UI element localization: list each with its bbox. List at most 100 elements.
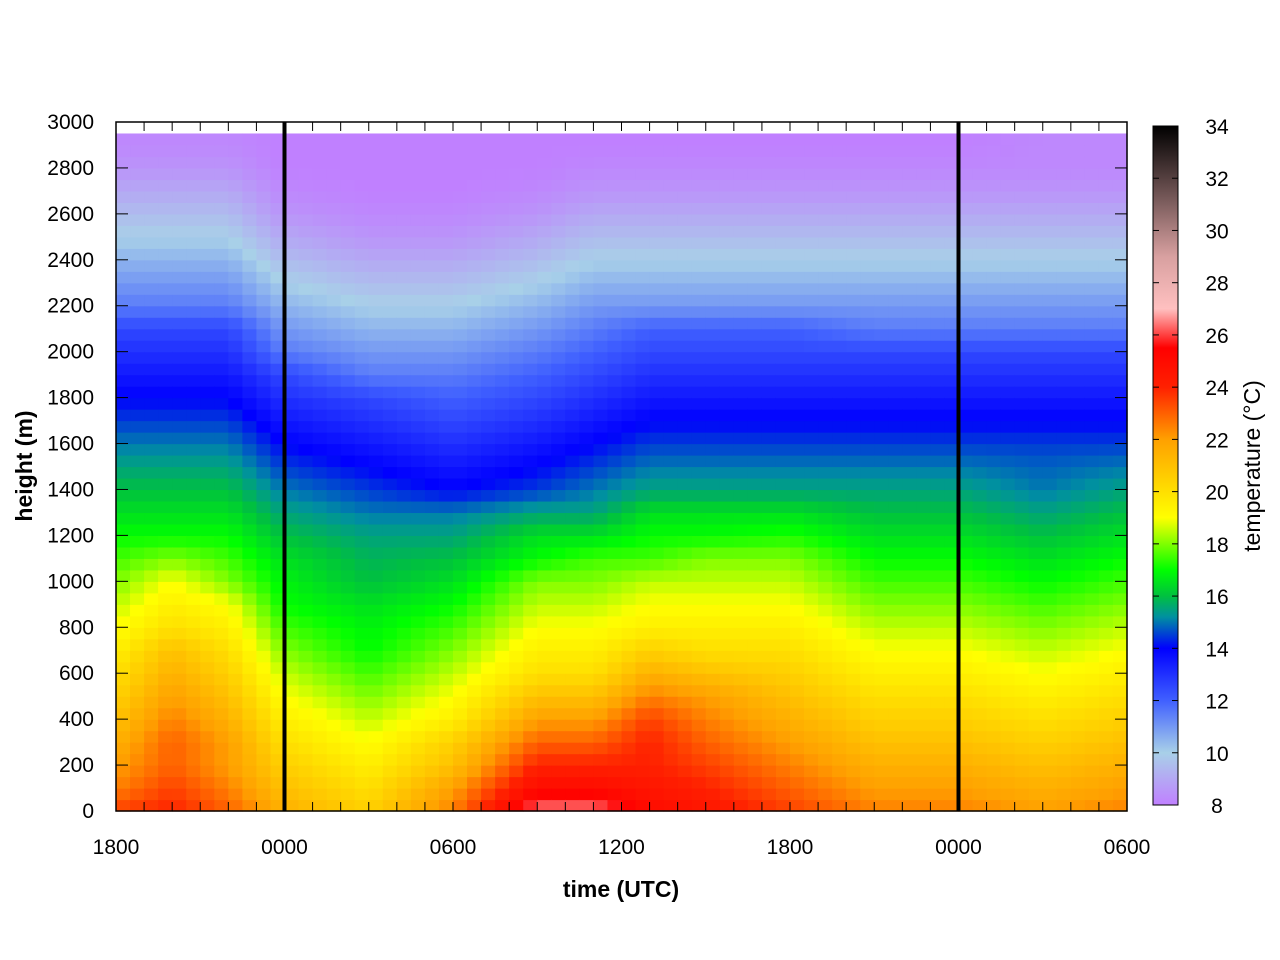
heatmap-cell [635, 167, 651, 181]
heatmap-cell [158, 742, 173, 755]
heatmap-cell [467, 765, 482, 778]
heatmap-cell [396, 788, 412, 801]
heatmap-cell [902, 500, 917, 514]
heatmap-cell [944, 133, 960, 146]
heatmap-cell [761, 558, 777, 571]
heatmap-cell [438, 420, 454, 433]
heatmap-cell [438, 305, 454, 318]
heatmap-cell [818, 477, 833, 491]
heatmap-cell [1084, 661, 1100, 674]
heatmap-cell [1000, 742, 1016, 755]
heatmap-cell [846, 535, 861, 548]
heatmap-cell [635, 765, 651, 778]
heatmap-cell [930, 317, 946, 330]
heatmap-cell [382, 776, 398, 789]
heatmap-cell [130, 615, 145, 628]
heatmap-cell [705, 500, 721, 514]
heatmap-cell [902, 144, 917, 158]
heatmap-cell [298, 753, 314, 766]
heatmap-cell [1028, 363, 1044, 376]
heatmap-cell [298, 443, 314, 456]
heatmap-cell [410, 236, 426, 249]
heatmap-cell [396, 179, 412, 192]
heatmap-cell [1084, 156, 1100, 169]
x-tick-label: 0000 [261, 836, 308, 859]
heatmap-cell [509, 259, 524, 272]
heatmap-cell [790, 581, 805, 594]
colorbar-tick-label: 30 [1205, 220, 1228, 243]
heatmap-cell [944, 156, 960, 169]
heatmap-cell [1112, 638, 1128, 651]
heatmap-cell [312, 661, 328, 674]
heatmap-cell [986, 305, 1002, 318]
heatmap-cell [902, 202, 917, 215]
heatmap-cell [1056, 340, 1072, 353]
heatmap-cell [986, 351, 1002, 364]
heatmap-cell [1028, 673, 1044, 686]
heatmap-cell [340, 248, 356, 261]
heatmap-cell [902, 328, 917, 341]
heatmap-cell [832, 248, 847, 261]
heatmap-cell [256, 466, 272, 479]
heatmap-cell [354, 581, 370, 594]
heatmap-cell [860, 305, 875, 318]
heatmap-cell [158, 673, 173, 686]
heatmap-cell [438, 707, 454, 720]
heatmap-cell [256, 213, 272, 226]
heatmap-cell [382, 788, 398, 801]
heatmap-cell [621, 765, 637, 778]
heatmap-cell [396, 673, 412, 686]
heatmap-cell [340, 144, 356, 158]
heatmap-cell [705, 374, 721, 387]
heatmap-cell [761, 144, 777, 158]
heatmap-cell [551, 363, 566, 376]
heatmap-cell [523, 546, 538, 559]
heatmap-cell [228, 420, 243, 433]
heatmap-cell [509, 455, 524, 468]
heatmap-cell [775, 351, 791, 364]
heatmap-cell [916, 271, 932, 284]
heatmap-cell [144, 707, 159, 720]
heatmap-cell [172, 248, 187, 261]
heatmap-cell [930, 535, 946, 548]
heatmap-cell [916, 409, 932, 422]
heatmap-cell [1014, 202, 1030, 215]
heatmap-cell [214, 581, 229, 594]
heatmap-cell [874, 455, 889, 468]
heatmap-cell [284, 581, 300, 594]
heatmap-cell [972, 535, 988, 548]
heatmap-cell [116, 604, 131, 617]
heatmap-cell [410, 397, 426, 410]
heatmap-cell [860, 225, 875, 238]
heatmap-cell [635, 259, 651, 272]
heatmap-cell [832, 328, 847, 341]
heatmap-cell [972, 650, 988, 663]
heatmap-cell [116, 627, 131, 640]
heatmap-cell [691, 627, 707, 640]
heatmap-cell [424, 742, 440, 755]
heatmap-cell [1098, 673, 1114, 686]
colorbar-tick-label: 28 [1205, 273, 1228, 296]
heatmap-cell [930, 305, 946, 318]
heatmap-cell [298, 661, 314, 674]
heatmap-cell [888, 133, 903, 146]
heatmap-cell [130, 558, 145, 571]
heatmap-cell [298, 788, 314, 801]
heatmap-cell [1028, 236, 1044, 249]
heatmap-cell [1070, 374, 1086, 387]
heatmap-cell [1084, 202, 1100, 215]
heatmap-cell [1000, 489, 1016, 502]
heatmap-cell [747, 742, 763, 755]
heatmap-cell [326, 167, 342, 181]
heatmap-cell [986, 271, 1002, 284]
heatmap-cell [649, 397, 665, 410]
heatmap-cell [986, 133, 1002, 146]
heatmap-cell [186, 374, 201, 387]
heatmap-cell [242, 248, 258, 261]
heatmap-cell [874, 489, 889, 502]
heatmap-cell [593, 351, 609, 364]
heatmap-cell [438, 144, 454, 158]
heatmap-cell [888, 696, 903, 709]
heatmap-cell [256, 432, 272, 445]
heatmap-cell [537, 477, 552, 491]
